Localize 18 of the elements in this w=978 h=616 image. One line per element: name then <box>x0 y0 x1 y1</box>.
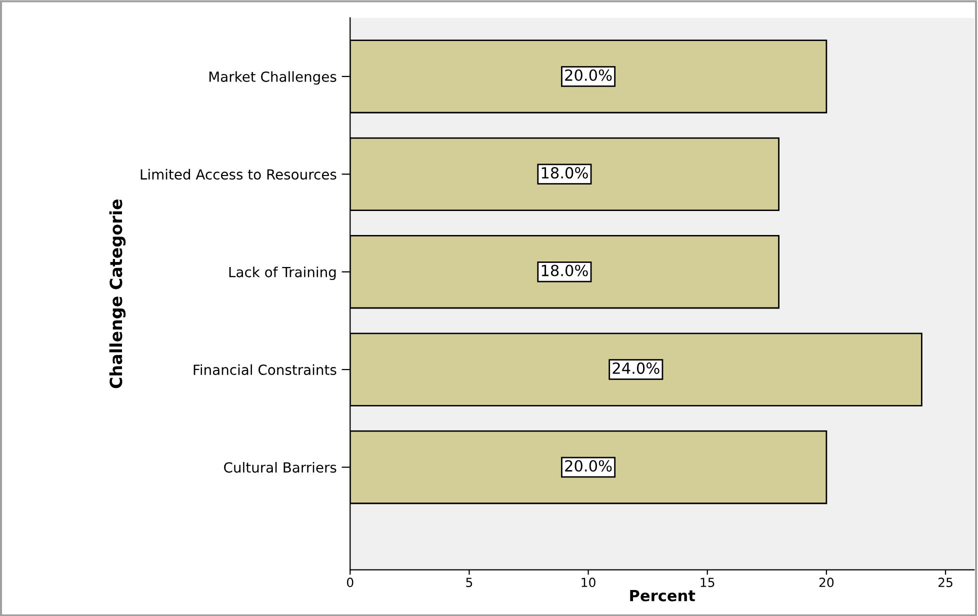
y-tick-label: Financial Constraints <box>194 364 336 376</box>
data-label: 18.0% <box>542 264 588 276</box>
x-tick-label: 0 <box>346 578 354 588</box>
y-tick-label: Limited Access to Resources <box>140 168 336 180</box>
y-tick-label: Cultural Barriers <box>224 462 336 473</box>
y-tick-label: Market Challenges <box>209 71 336 85</box>
x-tick-label: 5 <box>466 578 472 588</box>
x-tick-label: 20 <box>819 578 834 588</box>
x-tick-label: 10 <box>582 578 596 588</box>
data-label: 24.0% <box>612 362 660 374</box>
y-axis-title: Challenge Categorie <box>109 199 126 388</box>
x-tick-label: 15 <box>700 578 714 588</box>
data-label: 20.0% <box>565 460 612 472</box>
y-tick-label: Lack of Training <box>229 266 336 280</box>
x-axis-title: Percent <box>630 590 696 602</box>
data-label: 20.0% <box>565 69 612 81</box>
x-tick-label: 25 <box>938 578 952 588</box>
data-label: 18.0% <box>542 167 588 179</box>
